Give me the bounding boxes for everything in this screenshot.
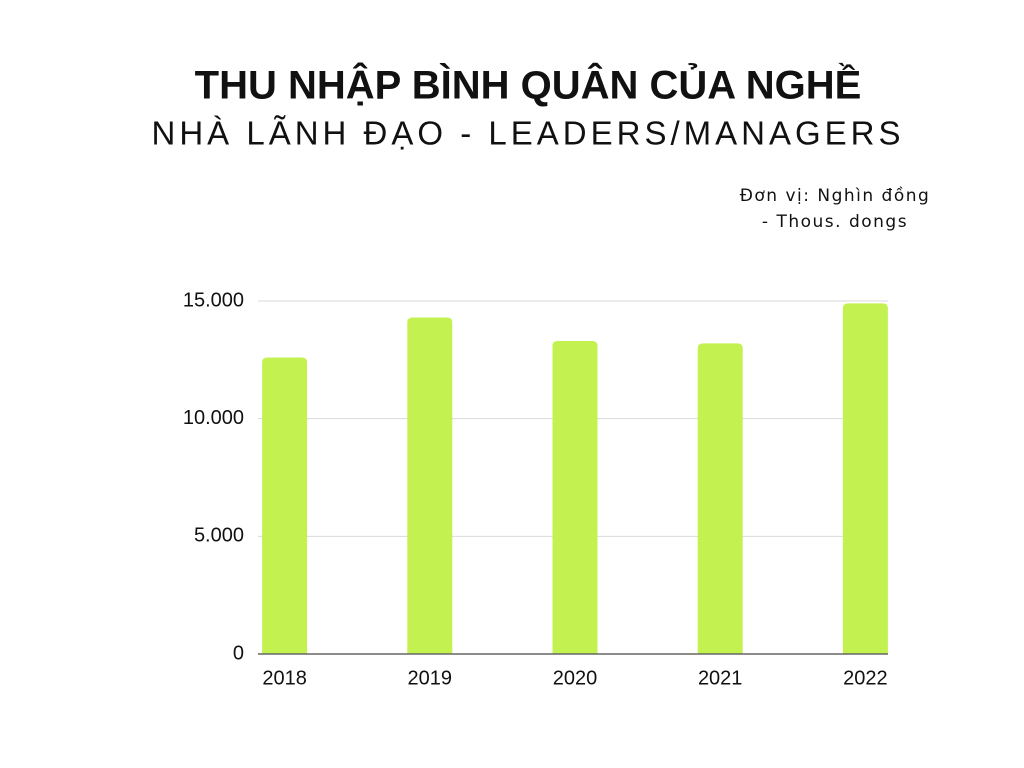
y-tick-label: 10.000 xyxy=(183,407,244,429)
y-tick-label: 5.000 xyxy=(194,525,244,547)
x-tick-label: 2021 xyxy=(698,667,743,689)
bar xyxy=(262,357,308,654)
bar xyxy=(552,341,598,654)
unit-note: - Thous. dongs xyxy=(762,212,908,232)
y-tick-label: 15.000 xyxy=(183,289,244,311)
x-tick-label: 2019 xyxy=(408,667,453,689)
bar xyxy=(407,317,453,654)
x-tick-label: 2018 xyxy=(262,667,307,689)
x-tick-label: 2020 xyxy=(553,667,598,689)
chart-title: THU NHẬP BÌNH QUÂN CỦA NGHỀ xyxy=(195,62,862,108)
y-tick-label: 0 xyxy=(233,642,244,664)
chart-subtitle: NHÀ LÃNH ĐẠO - LEADERS/MANAGERS xyxy=(152,115,905,152)
bar xyxy=(842,303,888,654)
unit-note: Đơn vị: Nghìn đồng xyxy=(740,185,931,206)
x-tick-label: 2022 xyxy=(843,667,888,689)
bar xyxy=(697,343,743,654)
